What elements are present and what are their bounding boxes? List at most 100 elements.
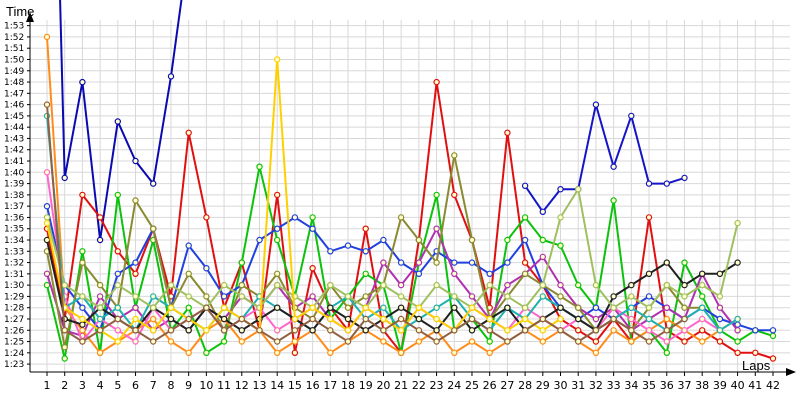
data-point	[575, 338, 582, 345]
data-point	[451, 304, 458, 311]
data-point	[203, 304, 210, 311]
y-tick-label: 1:35	[4, 225, 24, 235]
data-point	[238, 281, 245, 289]
data-point	[734, 259, 741, 266]
data-point	[663, 281, 671, 289]
data-point	[539, 236, 547, 244]
x-tick-label: 32	[589, 379, 603, 392]
data-point	[79, 304, 86, 311]
data-point	[274, 349, 281, 356]
data-point	[185, 315, 192, 323]
data-point	[220, 281, 228, 289]
data-point	[451, 293, 458, 300]
data-point	[681, 174, 688, 182]
data-point	[645, 338, 653, 345]
y-ticks: 1:231:241:25 1:261:271:28 1:291:301:311:32…	[4, 22, 30, 370]
data-point	[539, 338, 547, 345]
data-point	[185, 349, 192, 356]
data-point	[681, 327, 688, 334]
data-point	[681, 304, 688, 311]
x-tick-label: 31	[571, 379, 585, 392]
data-point	[433, 338, 440, 345]
data-point	[610, 163, 617, 170]
data-point	[380, 236, 387, 244]
y-tick-label: 1:33	[4, 247, 24, 257]
data-point	[79, 191, 86, 199]
data-point	[539, 253, 547, 261]
y-tick-label: 1:48	[4, 78, 24, 88]
data-point	[132, 157, 139, 165]
data-point	[185, 304, 192, 311]
data-point	[557, 327, 564, 334]
data-point	[486, 338, 493, 345]
data-point	[681, 338, 688, 345]
data-point	[415, 259, 423, 266]
data-point	[309, 265, 316, 272]
y-tick-label: 1:51	[4, 44, 24, 54]
data-point	[504, 259, 511, 266]
x-tick-label: 7	[150, 379, 157, 392]
y-tick-label: 1:23	[4, 360, 24, 370]
data-point	[61, 344, 68, 351]
x-tick-label: 41	[748, 379, 762, 392]
data-point	[344, 315, 352, 323]
data-point	[132, 293, 139, 300]
data-point	[645, 293, 653, 300]
data-point	[699, 270, 706, 277]
data-point	[575, 185, 582, 193]
y-tick-label: 1:45	[4, 112, 24, 122]
y-tick-label: 1:50	[4, 55, 24, 65]
data-point	[362, 315, 369, 323]
data-point	[61, 355, 68, 362]
data-point	[132, 304, 139, 311]
x-axis-arrow-icon	[786, 368, 796, 376]
data-point	[274, 270, 281, 277]
x-tick-label: 16	[306, 379, 320, 392]
series-line	[46, 239, 739, 332]
data-point	[504, 129, 511, 136]
x-tick-label: 11	[217, 379, 231, 392]
data-point	[752, 349, 759, 356]
data-point	[433, 281, 440, 289]
data-point	[149, 338, 157, 345]
data-point	[433, 78, 440, 86]
data-point	[291, 349, 299, 356]
data-point	[397, 281, 405, 289]
data-point	[468, 236, 476, 244]
data-point	[96, 236, 104, 244]
data-point	[96, 281, 104, 289]
data-point	[433, 225, 440, 232]
data-point	[274, 304, 281, 311]
data-point	[291, 338, 299, 345]
data-point	[132, 327, 139, 334]
data-point	[274, 281, 281, 289]
data-point	[309, 293, 316, 300]
data-point	[256, 163, 263, 170]
data-point	[592, 281, 600, 289]
data-point	[592, 349, 600, 356]
y-tick-label: 1:32	[4, 259, 24, 269]
data-point	[96, 327, 104, 334]
data-point	[645, 315, 653, 323]
y-tick-label: 1:38	[4, 191, 24, 201]
data-point	[663, 338, 671, 345]
data-point	[203, 214, 210, 221]
data-point	[309, 327, 316, 334]
data-point	[468, 327, 476, 334]
series-13	[43, 101, 688, 345]
x-tick-label: 3	[79, 379, 86, 392]
data-point	[610, 304, 617, 311]
data-point	[344, 327, 352, 334]
x-tick-label: 15	[288, 379, 302, 392]
data-point	[185, 327, 192, 334]
data-point	[628, 304, 635, 311]
data-point	[327, 327, 334, 334]
series-line	[46, 36, 739, 354]
x-tick-label: 34	[624, 379, 638, 392]
data-point	[592, 327, 600, 334]
data-point	[716, 315, 724, 323]
data-point	[468, 304, 476, 311]
data-point	[43, 236, 51, 244]
data-point	[734, 327, 741, 334]
